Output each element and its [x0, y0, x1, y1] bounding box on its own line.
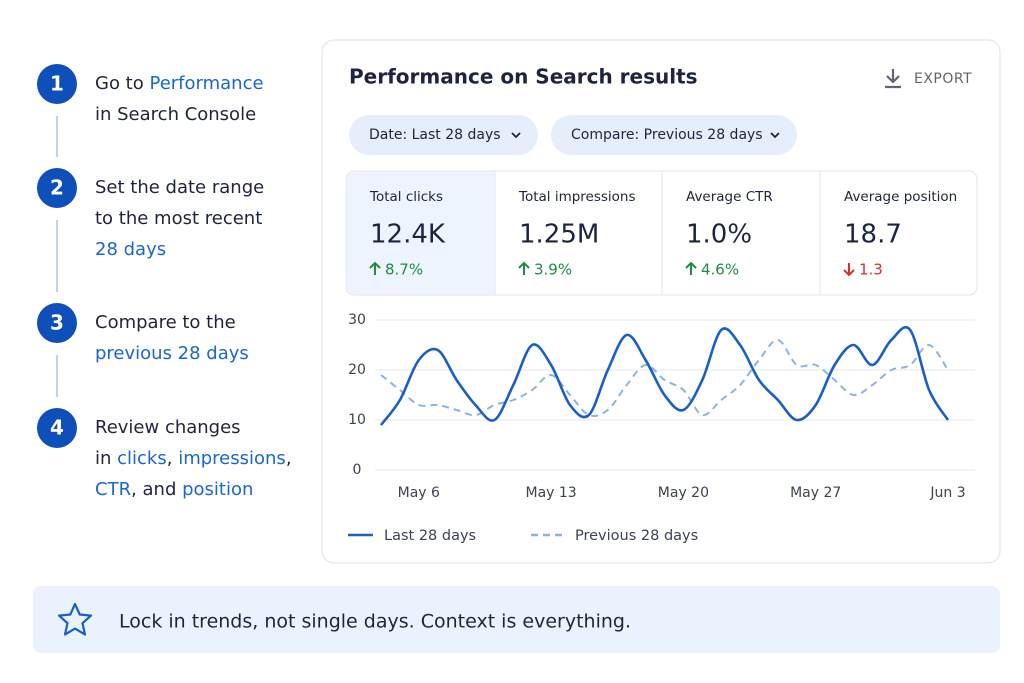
- step-text-part: , and: [131, 479, 182, 500]
- x-tick-label: May 13: [525, 485, 576, 501]
- step-number: 3: [50, 311, 64, 335]
- filters: Date: Last 28 days Compare: Previous 28 d…: [349, 115, 797, 155]
- chevron: [770, 132, 780, 139]
- step-link[interactable]: CTR: [95, 479, 131, 500]
- step-number: 4: [50, 416, 64, 440]
- step-link[interactable]: impressions: [178, 448, 286, 469]
- step-text: Review changes: [95, 417, 241, 438]
- export-button[interactable]: EXPORT: [885, 69, 972, 89]
- metric-change: 1.3: [859, 261, 883, 279]
- metric-value: 18.7: [844, 220, 902, 250]
- change-arrow: [685, 261, 697, 275]
- step-text: in Search Console: [95, 104, 256, 125]
- metric-change: 3.9%: [534, 261, 572, 279]
- step-text: CTR, and position: [95, 479, 253, 500]
- step-text-part: Review changes: [95, 417, 241, 438]
- metric-label: Total impressions: [518, 189, 636, 205]
- step-link[interactable]: 28 days: [95, 239, 166, 260]
- metric-tile[interactable]: Average position 18.7 1.3: [819, 171, 957, 295]
- chip-bg: [551, 115, 797, 155]
- y-tick-label: 0: [353, 462, 362, 478]
- step-text: 28 days: [95, 239, 166, 260]
- card-title: Performance on Search results: [349, 65, 698, 89]
- download-icon: [885, 69, 901, 89]
- metric-value: 1.25M: [519, 220, 599, 250]
- step-text: previous 28 days: [95, 343, 249, 364]
- step-text-part: ,: [286, 448, 292, 469]
- filter-chip[interactable]: Date: Last 28 days: [349, 115, 538, 155]
- step-link[interactable]: Performance: [149, 73, 263, 94]
- x-tick-label: May 6: [398, 485, 440, 501]
- step-link[interactable]: clicks: [117, 448, 167, 469]
- step-badge: [37, 64, 77, 104]
- metric-change: 8.7%: [385, 261, 423, 279]
- metrics: Total clicks 12.4K 8.7% Total impressions 1.…: [345, 170, 978, 296]
- step-text-part: Compare to the: [95, 312, 236, 333]
- y-tick-label: 30: [348, 312, 366, 328]
- metric-tile[interactable]: Total impressions 1.25M 3.9%: [494, 171, 636, 295]
- step-text: Set the date range: [95, 177, 264, 198]
- metric-label: Total clicks: [369, 189, 443, 205]
- y-tick-label: 10: [348, 412, 366, 428]
- export-label: EXPORT: [914, 71, 972, 87]
- step-text: Go to Performance: [95, 73, 264, 94]
- x-tick-label: Jun 3: [929, 485, 965, 501]
- steps: 1 Go to Performance in Search Console 2 Set …: [37, 64, 292, 500]
- metric-value: 1.0%: [686, 220, 752, 250]
- note-box: [33, 586, 1000, 653]
- chip-label: Date: Last 28 days: [369, 127, 501, 143]
- metric-selected-bg: [346, 171, 495, 295]
- chart: 0 10 20 30 May 6 May 13 May 20 May 27 Jun 3 Last …: [348, 312, 975, 544]
- note: Lock in trends, not single days. Context…: [119, 611, 631, 633]
- filter-chip[interactable]: Compare: Previous 28 days: [551, 115, 797, 155]
- step-number: 2: [50, 176, 64, 200]
- metric-label: Average CTR: [686, 189, 773, 205]
- step-text-part: to the most recent: [95, 208, 262, 229]
- step-badge: [37, 303, 77, 343]
- series-line: [380, 339, 949, 417]
- metric-tile[interactable]: Average CTR 1.0% 4.6%: [661, 171, 773, 295]
- change-arrow: [518, 261, 530, 275]
- metric-change: 4.6%: [701, 261, 739, 279]
- metric-tile[interactable]: Total clicks 12.4K 8.7%: [346, 171, 495, 295]
- step-text-part: in Search Console: [95, 104, 256, 125]
- step-text: in clicks, impressions,: [95, 448, 292, 469]
- change-arrow: [843, 263, 855, 277]
- chip-bg: [349, 115, 538, 155]
- step-badge: [37, 168, 77, 208]
- star-icon: [57, 602, 93, 636]
- step-link[interactable]: position: [182, 479, 253, 500]
- step-text-part: Go to: [95, 73, 149, 94]
- step-text-part: Set the date range: [95, 177, 264, 198]
- chevron: [511, 132, 521, 139]
- step-text-part: in: [95, 448, 117, 469]
- y-tick-label: 20: [348, 362, 366, 378]
- step-number: 1: [50, 72, 64, 96]
- series-line: [379, 325, 950, 426]
- step-text: Compare to the: [95, 312, 236, 333]
- x-tick-label: May 27: [790, 485, 841, 501]
- x-tick-label: May 20: [658, 485, 709, 501]
- change-arrow: [369, 261, 381, 275]
- legend-label: Last 28 days: [384, 528, 476, 544]
- step-text: to the most recent: [95, 208, 262, 229]
- chip-label: Compare: Previous 28 days: [571, 127, 763, 143]
- metric-label: Average position: [844, 189, 957, 205]
- metric-value: 12.4K: [370, 220, 446, 250]
- step-link[interactable]: previous 28 days: [95, 343, 249, 364]
- step-text-part: ,: [167, 448, 178, 469]
- step-badge: [37, 408, 77, 448]
- legend-label: Previous 28 days: [575, 528, 698, 544]
